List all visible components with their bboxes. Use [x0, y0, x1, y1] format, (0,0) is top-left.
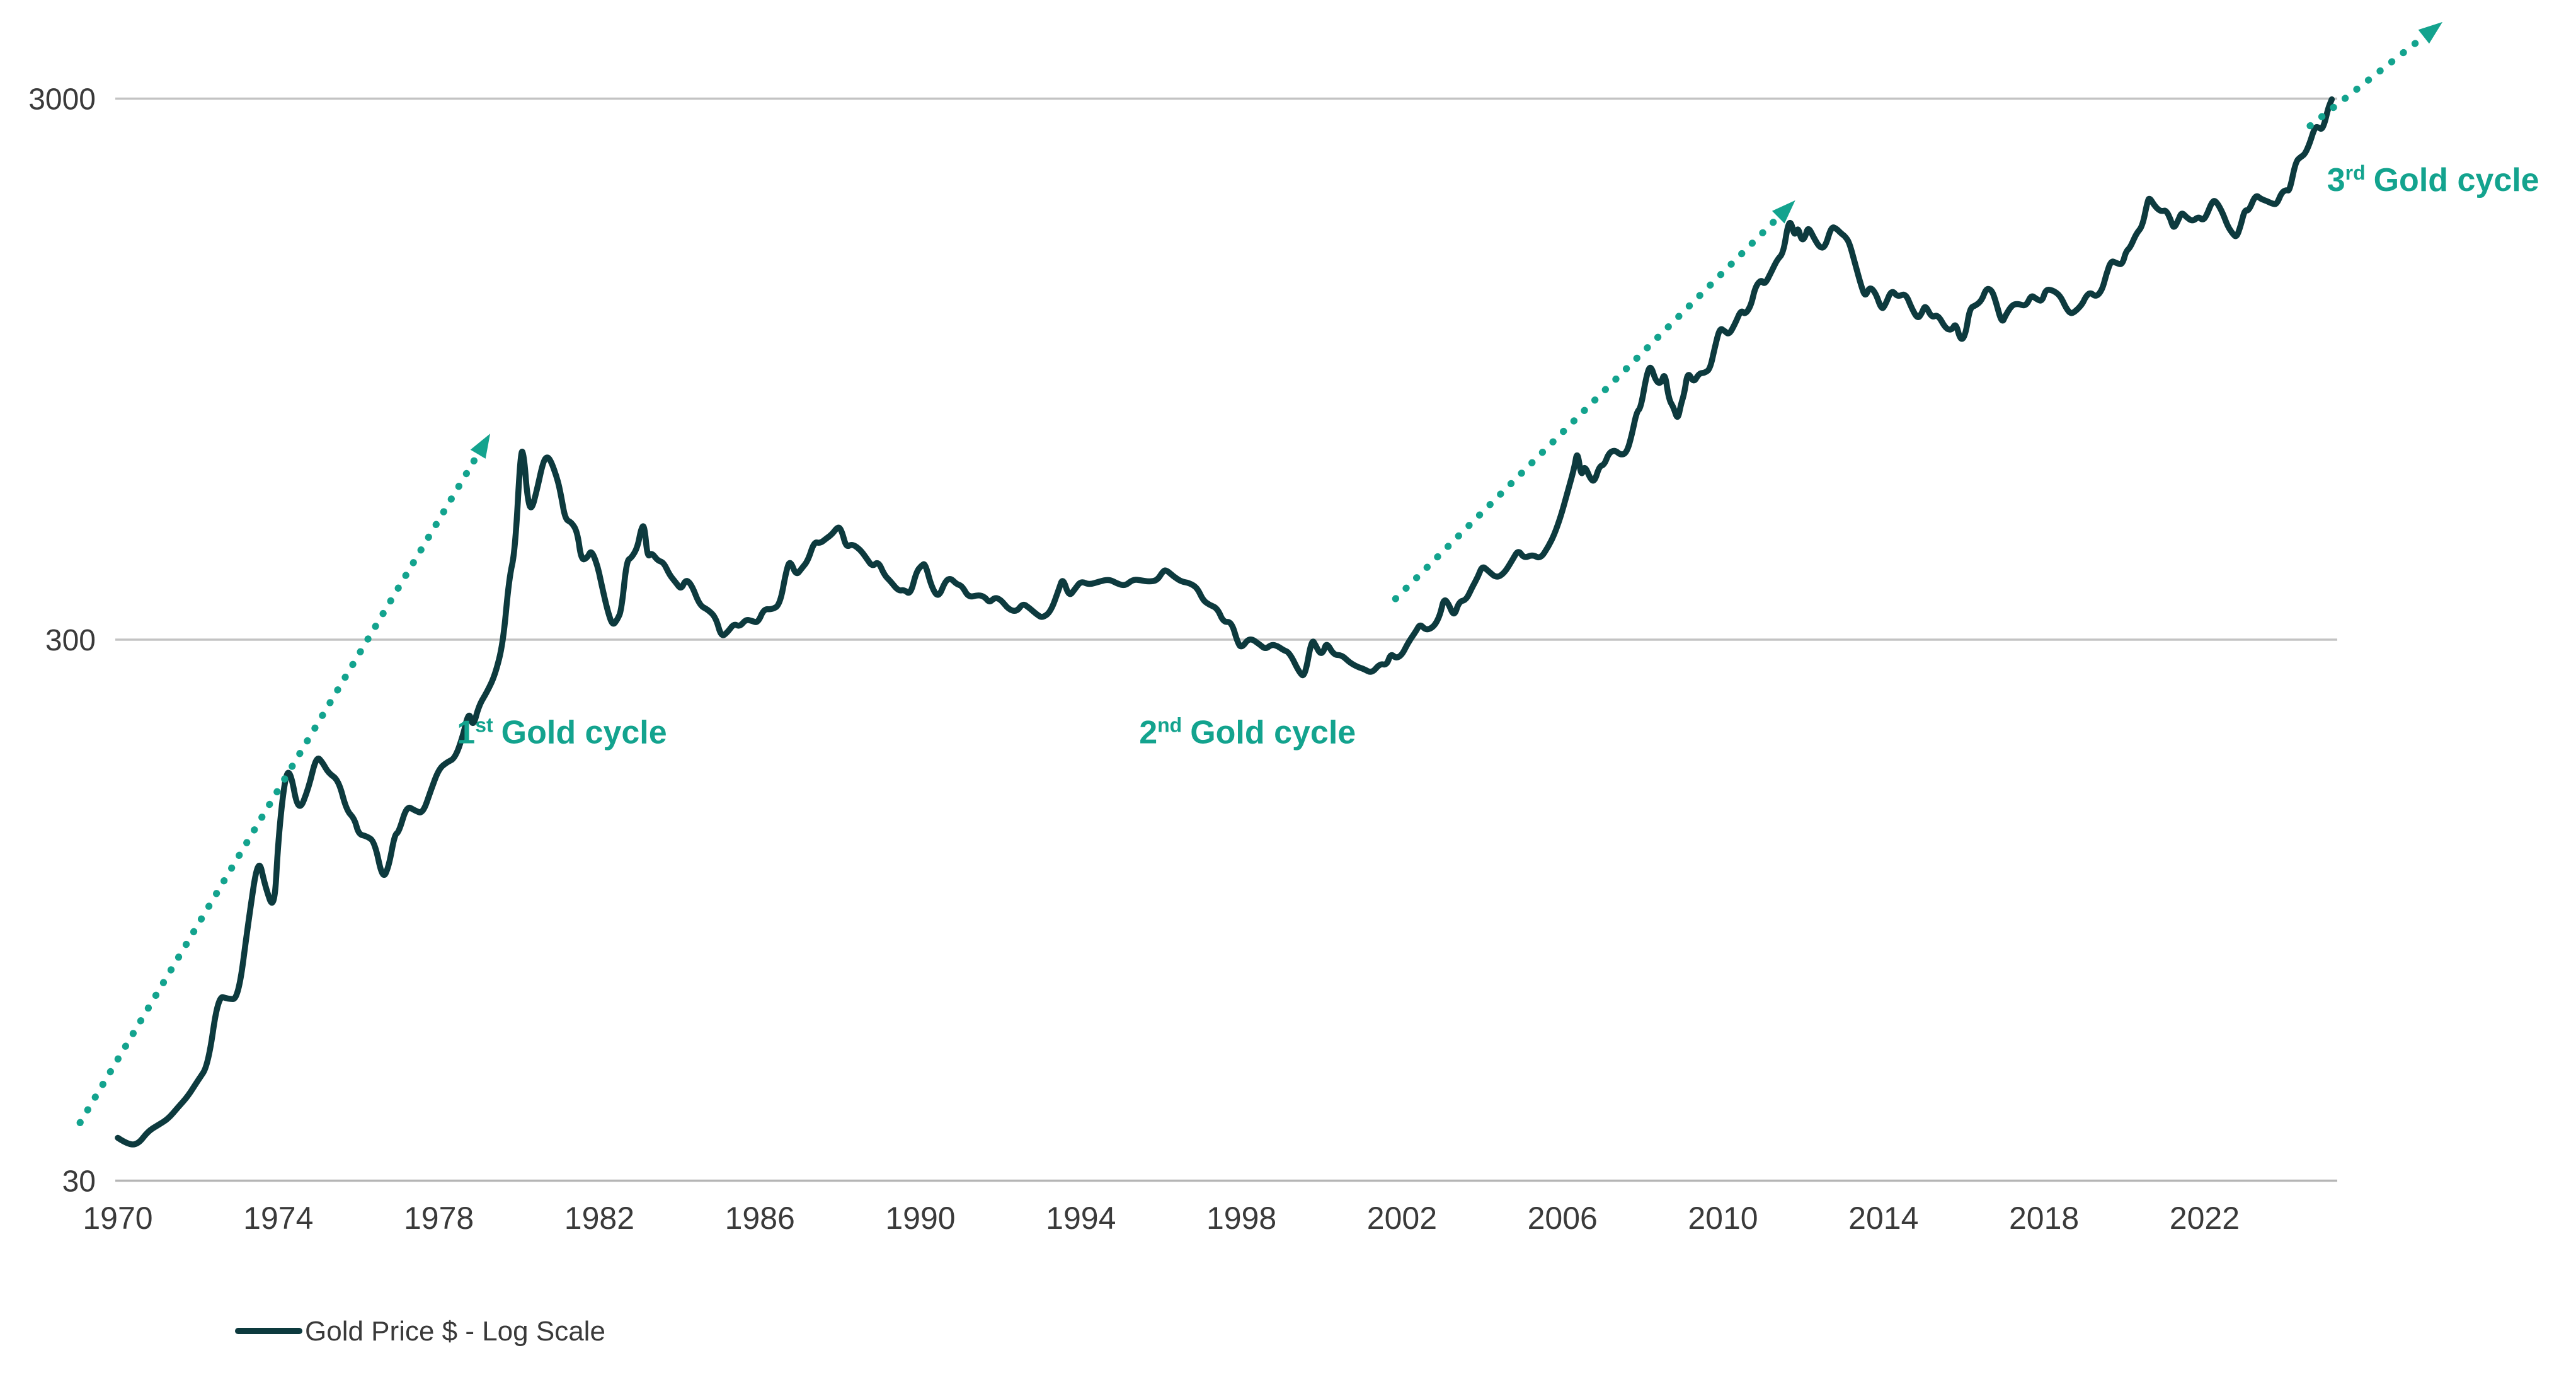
- annotation-label: Gold cycle: [2374, 162, 2539, 199]
- cycle-trend-arrow-dotted-line: [2306, 30, 2431, 130]
- gridlines: [115, 97, 2337, 1182]
- cycle-trend-arrow-dotted-line: [1392, 210, 1785, 602]
- x-tick-label: 2010: [1688, 1201, 1758, 1236]
- x-tick-label: 1986: [725, 1201, 795, 1236]
- x-tick-label: 1982: [564, 1201, 634, 1236]
- gold-price-line: [115, 96, 2335, 1148]
- x-tick-label: 2022: [2170, 1201, 2240, 1236]
- x-tick-label: 2018: [2009, 1201, 2079, 1236]
- x-tick-label: 2006: [1528, 1201, 1598, 1236]
- annotation-number: 2: [1139, 715, 1157, 751]
- x-tick-label: 2002: [1367, 1201, 1437, 1236]
- arrowhead-icon: [1772, 200, 1795, 224]
- cycle-trend-arrow-dotted-line: [76, 446, 484, 1126]
- arrowhead-icon: [470, 434, 491, 459]
- x-tick-label: 2014: [1848, 1201, 1918, 1236]
- cycle-arrows: [76, 21, 2443, 1126]
- annotation-ordinal: st: [475, 714, 493, 737]
- annotation-second-gold-cycle: 2nd Gold cycle: [1139, 714, 1356, 751]
- arrowhead-icon: [2418, 21, 2443, 44]
- legend: Gold Price $ - Log Scale: [235, 1316, 605, 1347]
- annotation-first-gold-cycle: 1st Gold cycle: [457, 714, 667, 751]
- x-tick-label: 1998: [1206, 1201, 1276, 1236]
- annotation-number: 1: [457, 715, 475, 751]
- x-tick-label: 1974: [243, 1201, 313, 1236]
- x-axis-labels: 1970 1974 1978 1982 1986 1990 1994 1998 2002 2006…: [83, 1201, 2240, 1236]
- legend-label: Gold Price $ - Log Scale: [305, 1316, 605, 1347]
- x-tick-label: 1978: [404, 1201, 474, 1236]
- annotation-third-gold-cycle: 3rd Gold cycle: [2327, 161, 2539, 199]
- annotation-ordinal: rd: [2345, 161, 2366, 184]
- annotation-label: Gold cycle: [1190, 715, 1356, 751]
- y-tick-label: 3000: [28, 83, 96, 117]
- annotation-number: 3: [2327, 162, 2345, 199]
- y-axis-labels: 3000 300 30: [28, 83, 96, 1199]
- x-tick-label: 1990: [885, 1201, 955, 1236]
- y-tick-label: 30: [62, 1165, 96, 1199]
- annotation-ordinal: nd: [1157, 714, 1182, 737]
- x-tick-label: 1994: [1046, 1201, 1116, 1236]
- annotation-label: Gold cycle: [501, 715, 667, 751]
- y-tick-label: 300: [45, 624, 96, 657]
- x-tick-label: 1970: [83, 1201, 152, 1236]
